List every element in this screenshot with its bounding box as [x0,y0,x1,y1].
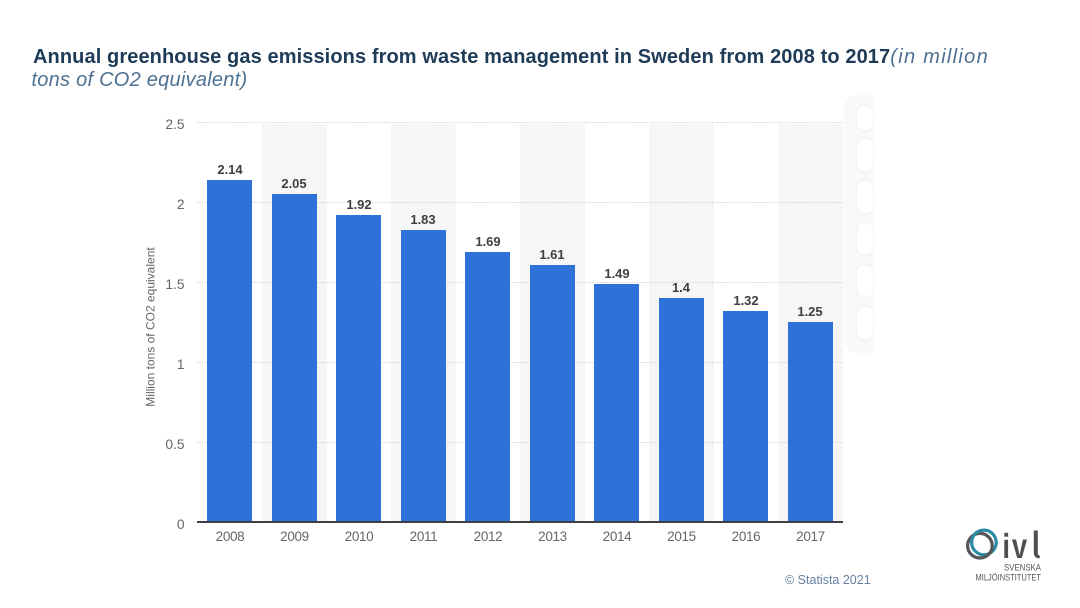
svg-text:SVENSKA: SVENSKA [1004,562,1041,573]
svg-text:MILJÖINSTITUTET: MILJÖINSTITUTET [976,573,1042,584]
